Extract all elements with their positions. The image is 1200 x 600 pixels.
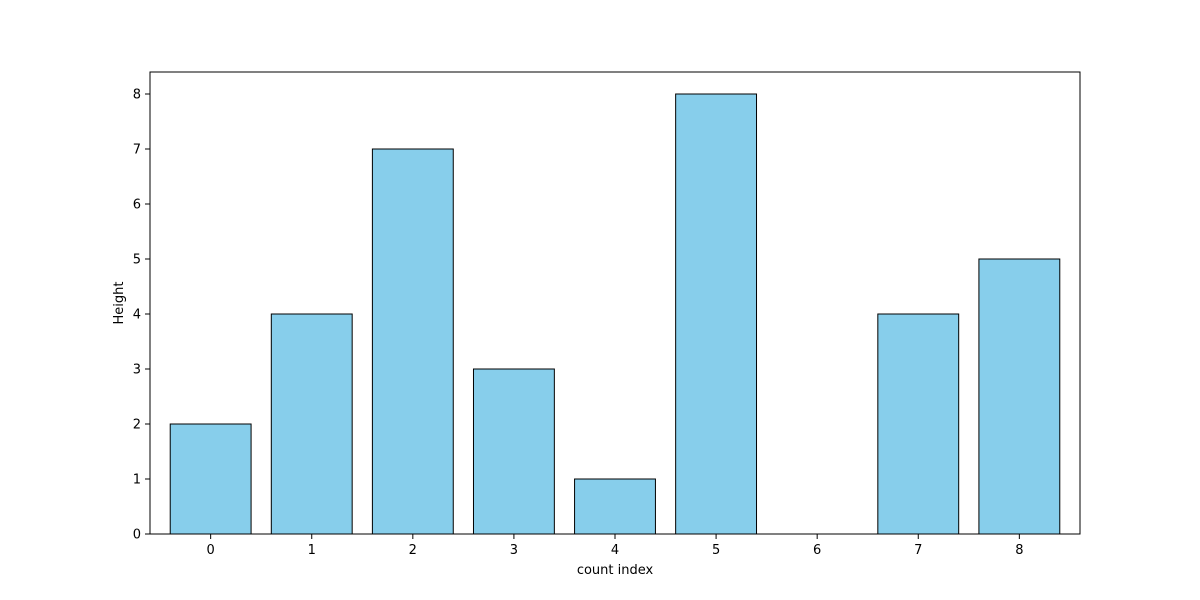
x-axis-label: count index [577,563,654,578]
bar-8 [978,258,1061,535]
x-tick-label: 0 [207,543,215,558]
x-tick-label: 8 [1015,543,1023,558]
bar-3 [472,368,555,535]
bar-2 [371,148,454,535]
y-tick-label: 8 [133,88,141,103]
bar-7 [877,313,960,535]
y-tick-label: 6 [133,198,141,213]
x-tick-label: 7 [914,543,922,558]
x-tick-label: 1 [308,543,316,558]
y-tick-label: 0 [133,528,141,543]
y-tick-label: 7 [133,143,141,158]
bar-5 [675,93,758,535]
x-tick-label: 3 [510,543,518,558]
y-axis-label: Height [112,282,127,325]
bars-group [169,93,1061,535]
x-tick-label: 6 [813,543,821,558]
y-axis-ticks: 0 1 2 3 4 5 6 7 8 [133,88,150,543]
x-axis-ticks: 0 1 2 3 4 5 6 7 8 [207,534,1023,558]
bar-4 [574,478,656,535]
y-tick-label: 2 [133,418,141,433]
y-tick-label: 4 [133,308,141,323]
bar-0 [169,423,252,535]
x-tick-label: 5 [712,543,720,558]
x-tick-label: 2 [409,543,417,558]
y-tick-label: 1 [133,473,141,488]
bar-1 [270,313,353,535]
y-tick-label: 5 [133,253,141,268]
x-tick-label: 4 [611,543,619,558]
y-tick-label: 3 [133,363,141,378]
